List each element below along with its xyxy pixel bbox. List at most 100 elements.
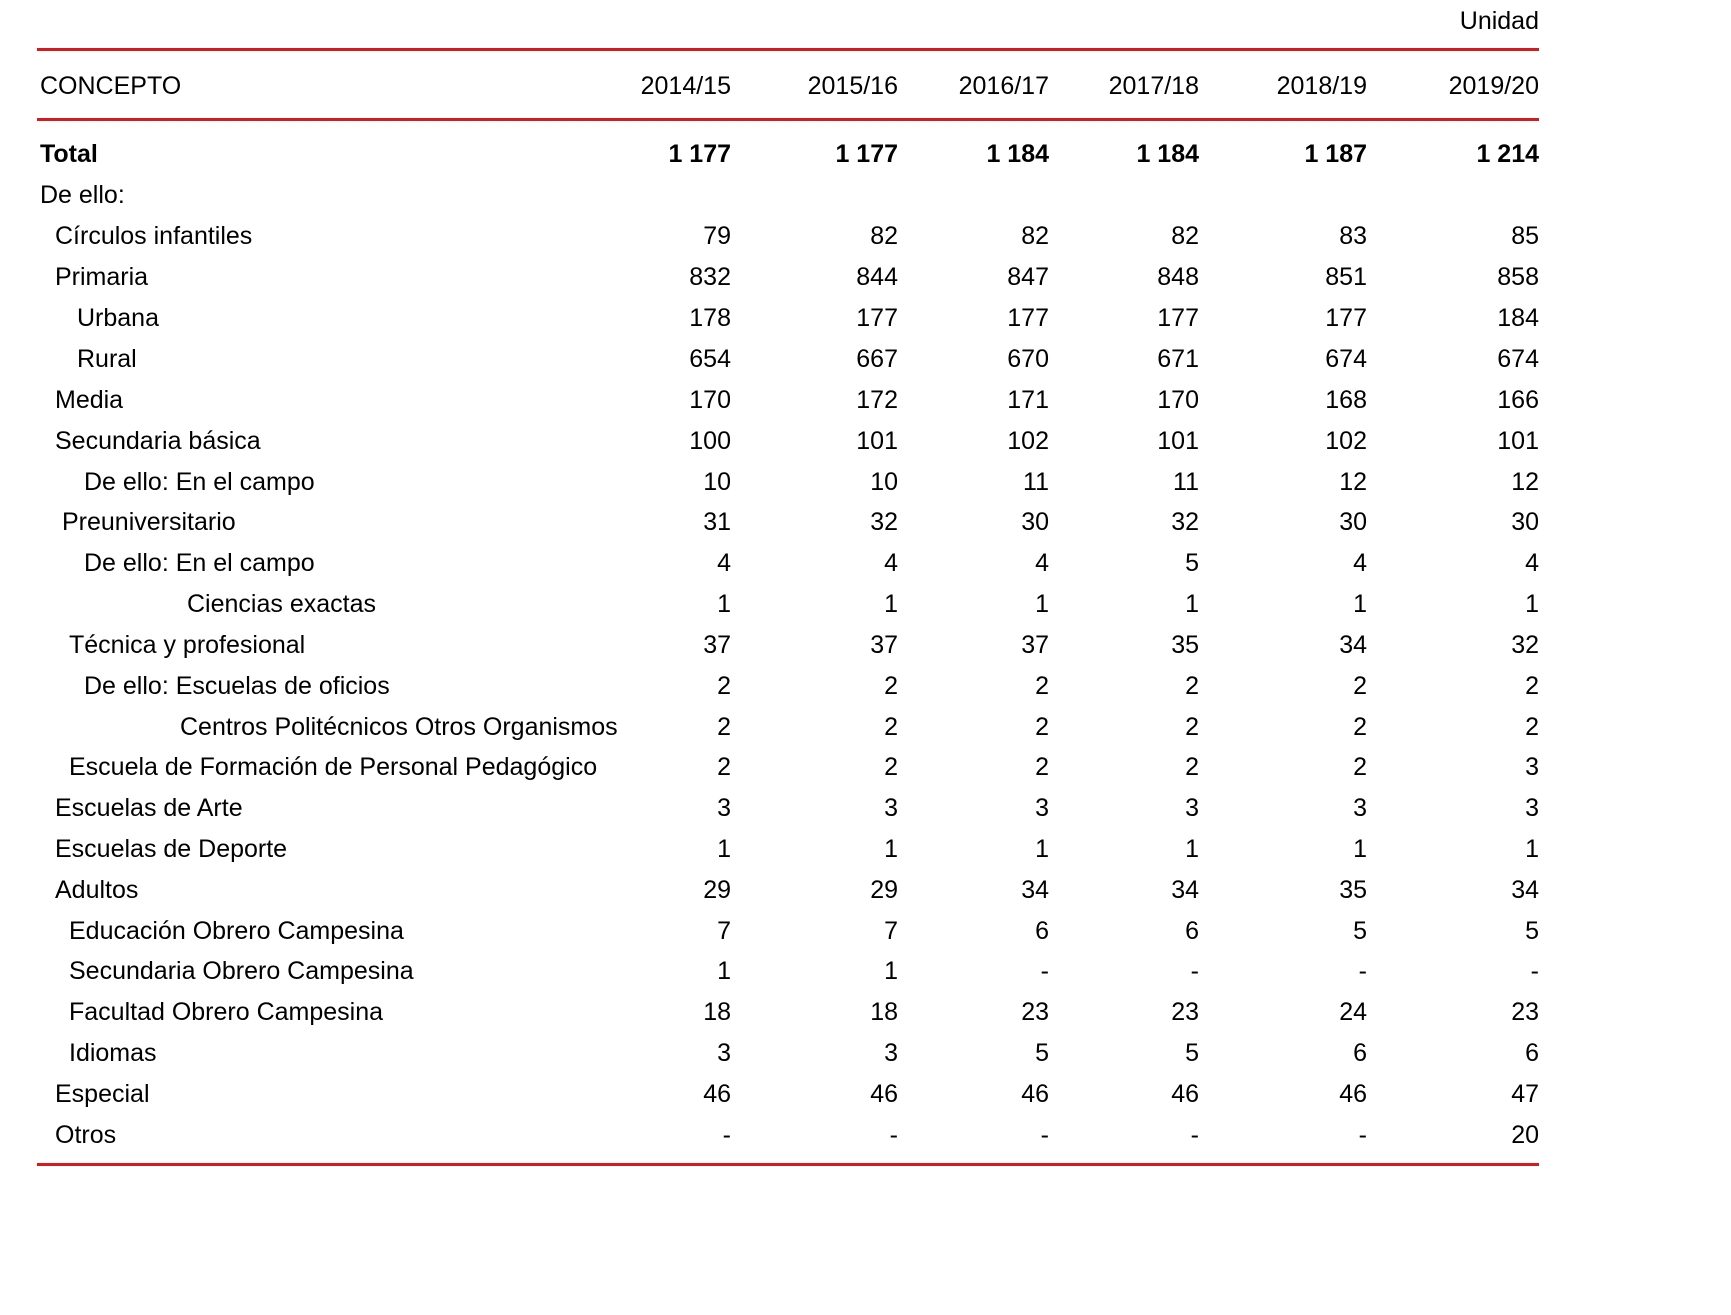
table-row: Rural 654 667 670 671 674 674 (0, 339, 1731, 379)
row-value: 3 (1525, 753, 1539, 781)
table-row: Adultos 29 29 34 34 35 34 (0, 870, 1731, 910)
row-concept: Idiomas (69, 1039, 157, 1067)
row-value: 30 (1511, 508, 1539, 536)
row-concept: Círculos infantiles (55, 222, 253, 250)
table-header: CONCEPTO 2014/15 2015/16 2016/17 2017/18… (0, 66, 1731, 106)
table-row: Secundaria básica 100 101 102 101 102 101 (0, 421, 1731, 461)
row-value: 23 (1171, 998, 1199, 1026)
row-value: 184 (1497, 304, 1539, 332)
row-value: 30 (1339, 508, 1367, 536)
row-value: 10 (703, 468, 731, 496)
row-concept: Educación Obrero Campesina (69, 917, 404, 945)
row-value: 1 (717, 590, 731, 618)
table-row: Escuelas de Deporte 1 1 1 1 1 1 (0, 829, 1731, 869)
row-value: 1 (1185, 835, 1199, 863)
row-value: 37 (703, 631, 731, 659)
row-concept: Total (40, 140, 98, 168)
header-year: 2016/17 (958, 72, 1049, 100)
row-value: 2 (1185, 713, 1199, 741)
row-concept: Especial (55, 1080, 150, 1108)
row-value: 46 (1339, 1080, 1367, 1108)
row-value: 177 (1157, 304, 1199, 332)
row-value: 170 (689, 386, 731, 414)
row-concept: Otros (55, 1121, 117, 1149)
row-value: 1 184 (986, 140, 1049, 168)
row-value: 2 (1035, 672, 1049, 700)
row-value: 7 (717, 917, 731, 945)
row-value: 654 (689, 345, 731, 373)
row-concept: Escuelas de Deporte (55, 835, 288, 863)
row-value: - (1358, 1121, 1367, 1149)
row-value: 82 (1171, 222, 1199, 250)
bottom-rule (37, 1163, 1539, 1166)
table-row: De ello: En el campo 10 10 11 11 12 12 (0, 462, 1731, 502)
row-value: - (889, 1121, 898, 1149)
row-value: 101 (1497, 427, 1539, 455)
row-value: 2 (1353, 672, 1367, 700)
header-year: 2019/20 (1448, 72, 1539, 100)
row-value: 848 (1157, 263, 1199, 291)
row-value: 11 (1023, 468, 1049, 496)
row-value: 2 (717, 713, 731, 741)
row-value: 670 (1007, 345, 1049, 373)
header-year: 2015/16 (807, 72, 898, 100)
row-value: 4 (1353, 549, 1367, 577)
row-value: 24 (1339, 998, 1367, 1026)
row-value: 34 (1511, 876, 1539, 904)
row-value: - (1190, 1121, 1199, 1149)
row-value: 1 (884, 590, 898, 618)
row-concept: Secundaria básica (55, 427, 261, 455)
row-value: 178 (689, 304, 731, 332)
row-value: 2 (1525, 672, 1539, 700)
row-value: 844 (856, 263, 898, 291)
row-value: 5 (1035, 1039, 1049, 1067)
table-row: Otros - - - - - 20 (0, 1115, 1731, 1155)
header-rule (37, 118, 1539, 121)
row-value: 10 (870, 468, 898, 496)
table-row: Técnica y profesional 37 37 37 35 34 32 (0, 625, 1731, 665)
row-value: 12 (1339, 468, 1367, 496)
header-year: 2018/19 (1276, 72, 1367, 100)
row-value: 3 (1525, 794, 1539, 822)
row-concept: De ello: En el campo (84, 468, 315, 496)
row-value: 79 (703, 222, 731, 250)
row-value: - (722, 1121, 731, 1149)
row-value: 2 (717, 672, 731, 700)
row-value: - (1530, 957, 1539, 985)
header-year: 2017/18 (1108, 72, 1199, 100)
row-value: 1 214 (1476, 140, 1539, 168)
row-value: - (1040, 957, 1049, 985)
row-value: 46 (870, 1080, 898, 1108)
row-value: 1 (1185, 590, 1199, 618)
row-value: 166 (1497, 386, 1539, 414)
row-value: 3 (1035, 794, 1049, 822)
row-value: 674 (1497, 345, 1539, 373)
row-value: 671 (1157, 345, 1199, 373)
row-value: 5 (1185, 549, 1199, 577)
row-concept: Ciencias exactas (187, 590, 376, 618)
row-value: 2 (1035, 753, 1049, 781)
row-value: 2 (1185, 672, 1199, 700)
row-value: 5 (1185, 1039, 1199, 1067)
row-concept: Escuela de Formación de Personal Pedagóg… (69, 753, 598, 781)
row-concept: Adultos (55, 876, 139, 904)
row-value: 2 (1353, 753, 1367, 781)
row-value: 1 177 (668, 140, 731, 168)
row-value: 37 (870, 631, 898, 659)
row-value: 46 (1171, 1080, 1199, 1108)
table-row: De ello: En el campo 4 4 4 5 4 4 (0, 543, 1731, 583)
table-row: Centros Politécnicos Otros Organismos 2 2 2… (0, 707, 1731, 747)
row-concept: Técnica y profesional (69, 631, 306, 659)
row-value: 2 (884, 713, 898, 741)
row-value: 20 (1511, 1121, 1539, 1149)
row-value: 1 (1525, 590, 1539, 618)
row-value: 3 (884, 794, 898, 822)
row-value: 1 (1353, 590, 1367, 618)
row-value: 3 (1353, 794, 1367, 822)
row-concept: Secundaria Obrero Campesina (69, 957, 414, 985)
row-value: 82 (870, 222, 898, 250)
table-row: Media 170 172 171 170 168 166 (0, 380, 1731, 420)
unit-label: Unidad (1459, 7, 1539, 35)
table-row: De ello: (0, 175, 1731, 215)
row-value: 177 (856, 304, 898, 332)
